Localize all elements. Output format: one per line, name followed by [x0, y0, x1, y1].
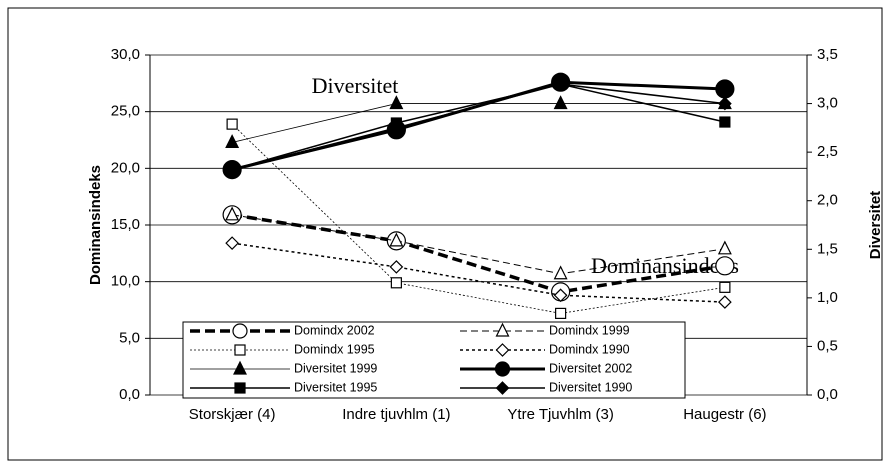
- marker: [234, 344, 246, 356]
- y-axis-title: Dominansindeks: [87, 165, 104, 285]
- y2-tick-label: 1,0: [817, 289, 838, 306]
- y-tick-label: 25,0: [111, 103, 140, 120]
- marker: [717, 240, 732, 255]
- marker: [553, 288, 568, 303]
- x-tick-label: Storskjær (4): [189, 406, 276, 423]
- y-tick-label: 10,0: [111, 273, 140, 290]
- marker: [226, 118, 238, 130]
- marker: [719, 281, 731, 293]
- marker: [553, 95, 568, 110]
- y2-tick-label: 0,5: [817, 337, 838, 354]
- x-tick-label: Indre tjuvhlm (1): [342, 406, 450, 423]
- marker: [495, 343, 510, 357]
- legend-label: Diversitet 1999: [294, 361, 377, 375]
- y2-tick-label: 3,0: [817, 95, 838, 112]
- marker: [234, 382, 246, 394]
- marker: [389, 232, 404, 247]
- marker: [225, 206, 240, 221]
- y-tick-label: 15,0: [111, 216, 140, 233]
- x-tick-label: Ytre Tjuvhlm (3): [507, 406, 613, 423]
- marker: [225, 134, 240, 149]
- marker: [718, 295, 732, 309]
- marker: [555, 307, 567, 319]
- marker: [389, 121, 404, 135]
- legend-label: Diversitet 2002: [549, 361, 632, 375]
- marker: [553, 265, 568, 280]
- marker: [495, 381, 510, 395]
- marker: [495, 322, 510, 337]
- y2-tick-label: 3,5: [817, 46, 838, 63]
- y2-tick-label: 0,0: [817, 386, 838, 403]
- marker: [719, 116, 731, 128]
- marker: [715, 79, 735, 99]
- marker: [232, 323, 248, 339]
- y-tick-label: 20,0: [111, 159, 140, 176]
- marker: [225, 162, 239, 177]
- marker: [494, 361, 511, 377]
- legend-label: Domindx 1990: [549, 342, 630, 356]
- y-tick-label: 30,0: [111, 46, 140, 63]
- marker: [233, 360, 247, 375]
- x-tick-label: Haugestr (6): [683, 406, 766, 423]
- legend-label: Diversitet 1990: [549, 380, 632, 394]
- legend: Domindx 2002 Domindx 1999 Domindx 1995 Domi…: [182, 321, 686, 399]
- legend-label: Domindx 1999: [549, 323, 630, 337]
- y2-tick-label: 2,0: [817, 192, 838, 209]
- marker: [389, 260, 404, 274]
- legend-label: Domindx 1995: [294, 342, 375, 356]
- marker: [553, 77, 568, 91]
- annotation: Diversitet: [312, 73, 399, 98]
- series-line: [232, 242, 725, 303]
- y2-axis-title: Diversitet: [867, 191, 884, 259]
- y2-tick-label: 2,5: [817, 143, 838, 160]
- legend-label: Domindx 2002: [294, 323, 375, 337]
- marker: [715, 256, 735, 276]
- marker: [225, 236, 239, 250]
- series-line: [232, 214, 725, 275]
- legend-box: [182, 321, 686, 399]
- y2-tick-label: 1,5: [817, 240, 838, 257]
- y-tick-label: 5,0: [119, 329, 140, 346]
- marker: [389, 95, 404, 110]
- y-tick-label: 0,0: [119, 386, 140, 403]
- legend-label: Diversitet 1995: [294, 380, 377, 394]
- marker: [390, 277, 402, 289]
- series-line: [231, 83, 725, 171]
- marker: [718, 96, 732, 111]
- series-line: [231, 83, 726, 171]
